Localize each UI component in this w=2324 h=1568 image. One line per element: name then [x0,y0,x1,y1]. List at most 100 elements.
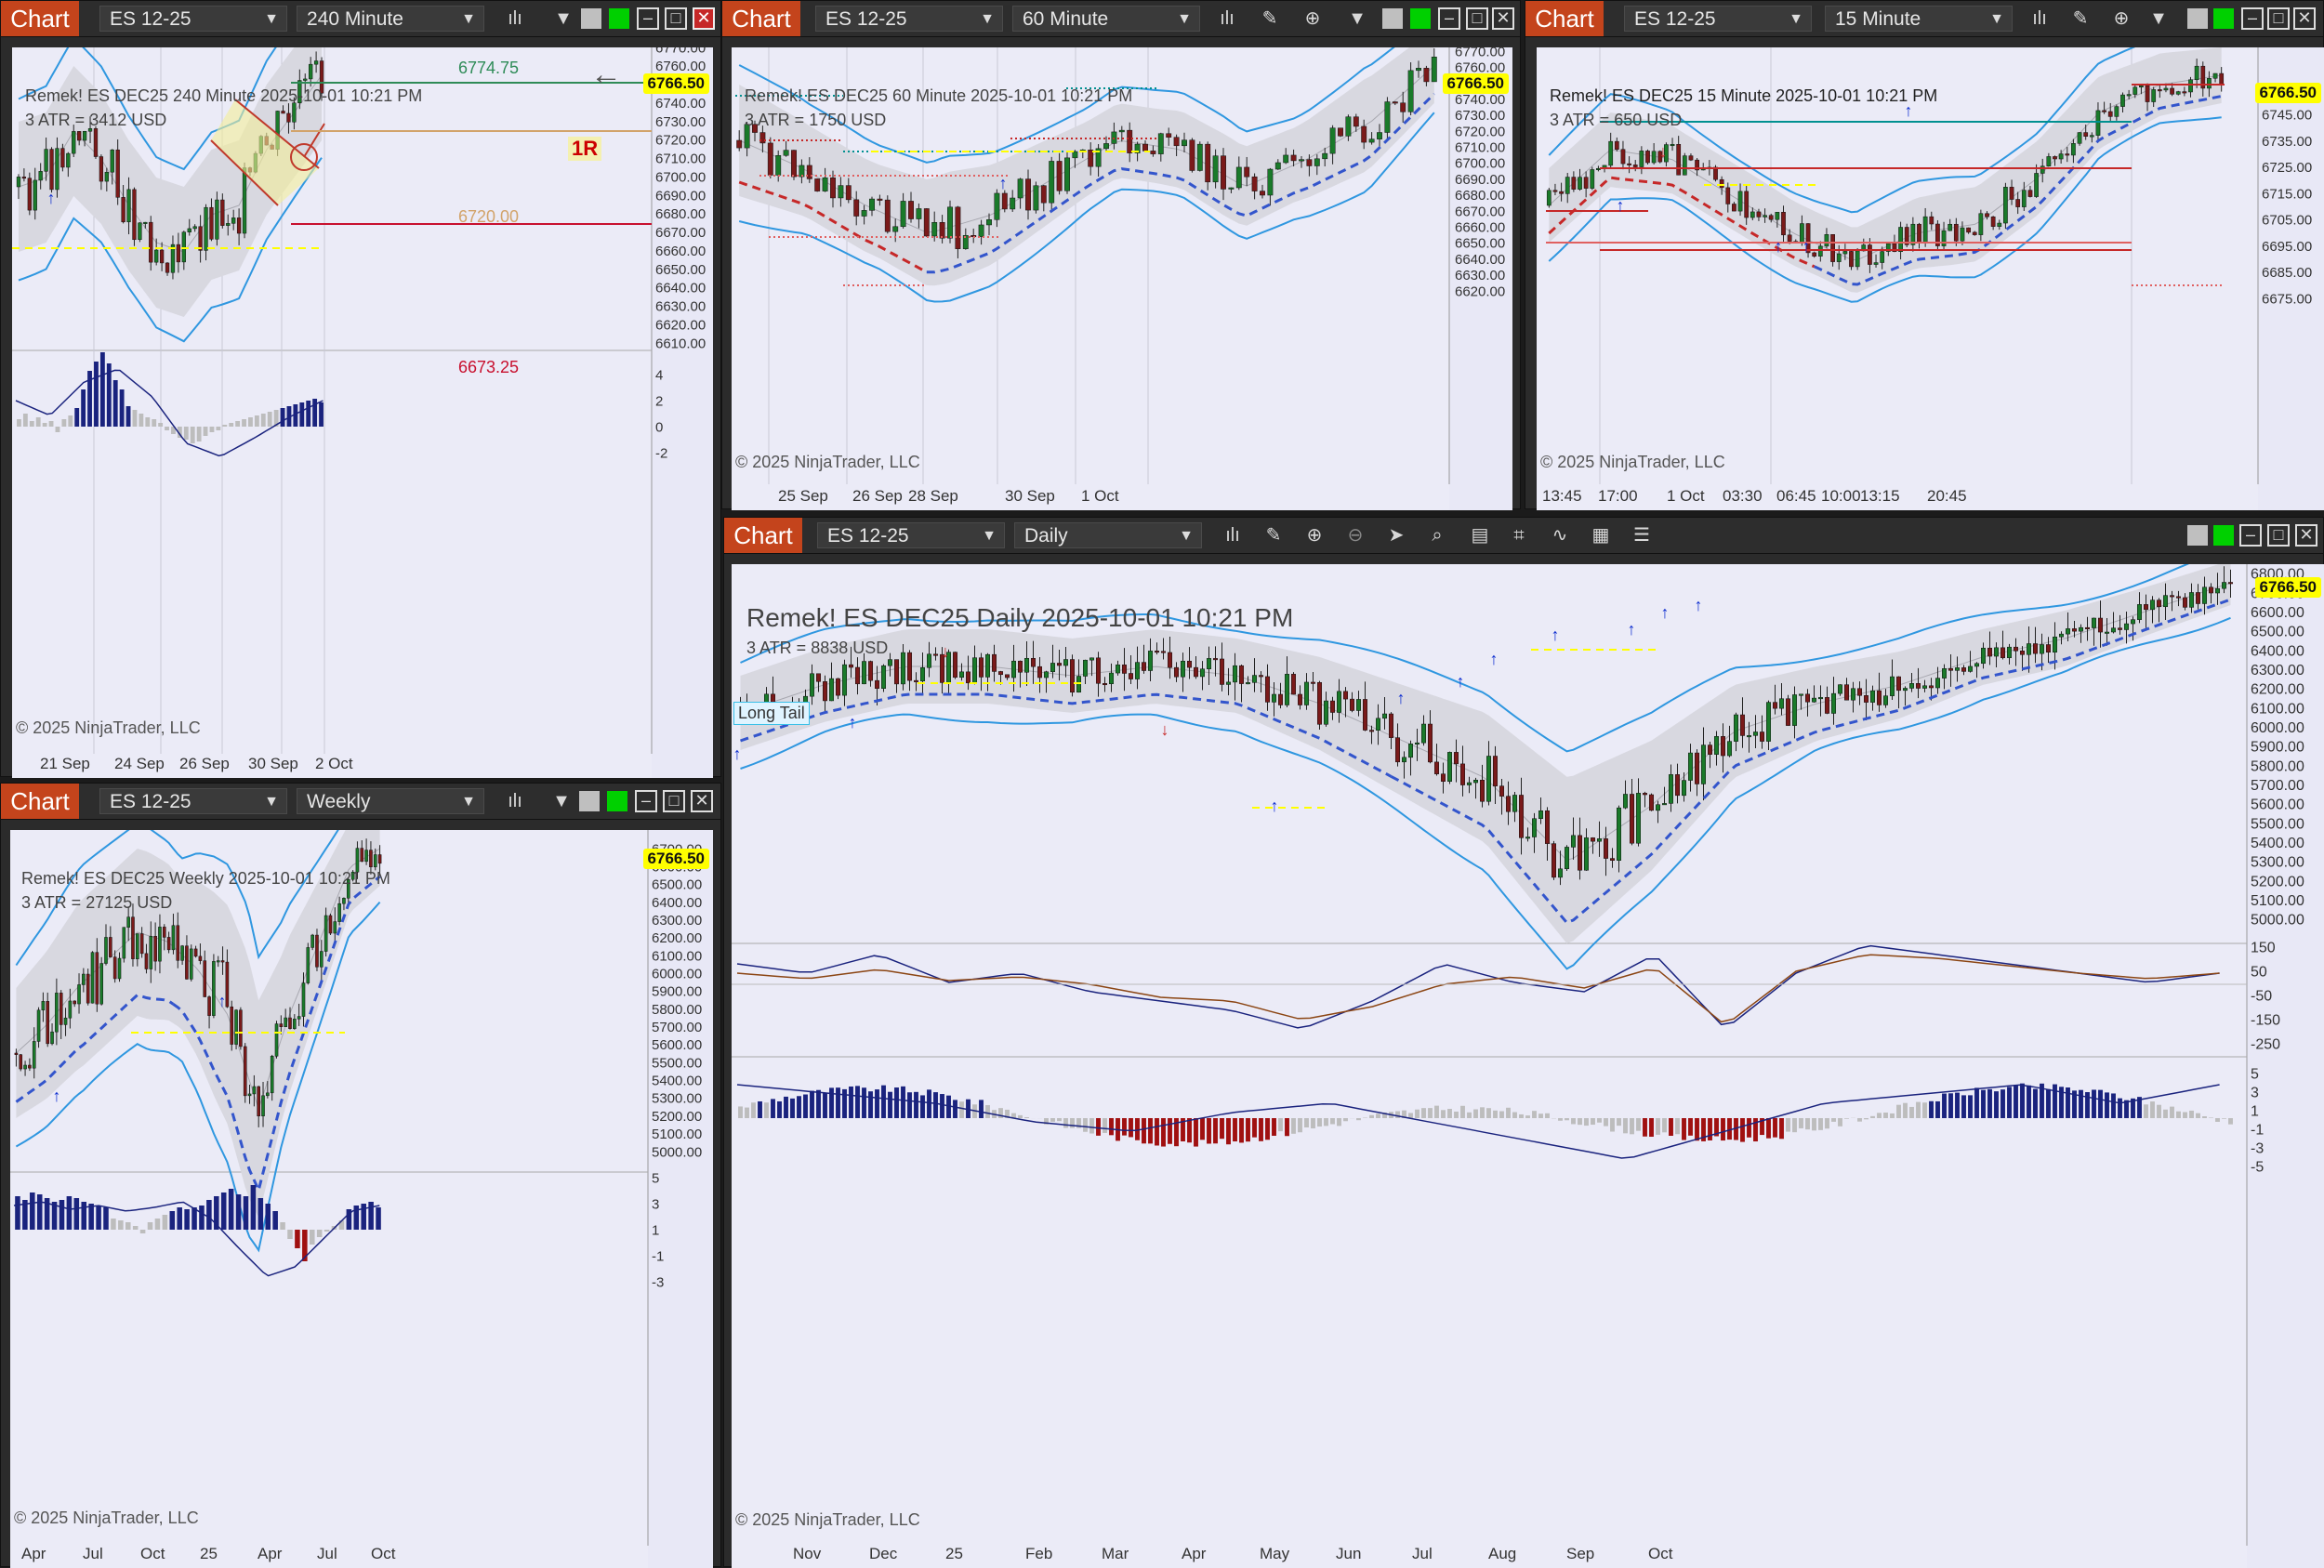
maximize-button[interactable]: □ [1466,7,1488,30]
timeframe-selector[interactable]: Daily▼ [1014,522,1202,548]
momentum-bar [1467,1113,1472,1118]
indicators-icon[interactable]: ⌗ [1507,524,1531,547]
momentum-bar [1480,1107,1485,1118]
chart-panel[interactable]: ↑↑6700.006600.006500.006400.006300.00620… [10,830,713,1568]
long-tail-button[interactable]: Long Tail [733,702,810,725]
zoom-icon[interactable]: ⊕ [1301,7,1325,30]
instrument-selector[interactable]: ES 12-25▼ [99,6,287,32]
chart-panel[interactable]: ↑6770.006760.006750.006740.006730.006720… [12,47,713,778]
candle-body [1206,144,1210,182]
minimize-button[interactable]: – [1438,7,1460,30]
link-green-button[interactable] [1410,8,1431,29]
link-gray-button[interactable] [1382,8,1403,29]
chart-menu-button[interactable]: Chart [1525,1,1604,36]
chart-panel[interactable]: ↑6770.006760.006750.006740.006730.006720… [732,47,1512,510]
candle-body [1954,224,1958,241]
close-button[interactable]: ✕ [2295,524,2317,547]
link-gray-button[interactable] [2187,8,2208,29]
candle-body [1547,191,1551,205]
candle-body [2144,604,2147,610]
close-button[interactable]: ✕ [2293,7,2316,30]
zoom-in-icon[interactable]: ⊕ [1302,524,1327,547]
timeframe-selector[interactable]: 15 Minute▼ [1825,6,2013,32]
link-green-button[interactable] [2213,525,2234,546]
momentum-bar [2020,1084,2025,1118]
chart-panel[interactable]: ↑↓↑↑↑6755.006745.006735.006725.006715.00… [1537,47,2324,510]
candle-body [1323,153,1327,159]
chart-menu-button[interactable]: Chart [1,784,79,819]
timeframe-selector[interactable]: Weekly▼ [297,788,484,814]
link-gray-button[interactable] [2187,525,2208,546]
candle-body [275,1024,278,1057]
back-arrow-icon[interactable]: ← [590,57,622,93]
timeframe-selector[interactable]: 60 Minute▼ [1012,6,1200,32]
drawing-tool-icon[interactable]: ✎ [2068,7,2093,30]
maximize-button[interactable]: □ [2267,524,2290,547]
list-icon[interactable]: ☰ [1630,524,1654,547]
link-gray-button[interactable] [581,8,601,29]
momentum-bar [1265,1118,1270,1140]
minimize-button[interactable]: – [637,7,659,30]
bar-type-icon[interactable]: ılı [1215,7,1239,30]
close-button[interactable]: ✕ [691,790,713,812]
timeframe-selector[interactable]: 240 Minute▼ [297,6,484,32]
maximize-button[interactable]: □ [2267,7,2290,30]
candle-body [985,654,989,677]
bar-type-icon[interactable]: ılı [503,7,527,30]
bar-type-icon[interactable]: ılı [1221,524,1245,547]
chart-menu-button[interactable]: Chart [724,518,802,553]
strategies-icon[interactable]: ∿ [1548,524,1572,547]
link-green-button[interactable] [2213,8,2234,29]
candle-body [869,199,874,210]
maximize-button[interactable]: □ [663,790,685,812]
price-axis-label: 5200.00 [652,1109,702,1125]
calculator-icon[interactable]: ▦ [1589,524,1613,547]
momentum-bar [1330,1118,1335,1125]
link-green-button[interactable] [609,8,629,29]
instrument-selector[interactable]: ES 12-25▼ [815,6,1003,32]
instrument-selector[interactable]: ES 12-25▼ [817,522,1005,548]
time-axis-label: Mar [1102,1545,1129,1563]
close-button[interactable]: ✕ [693,7,715,30]
candle-body [1213,156,1218,182]
candle-body [163,927,165,937]
timeframe-value: Daily [1024,525,1068,547]
chart-panel[interactable]: ↑↑↑↑↑↑↑↑↑↑↓↓6800.006700.006600.006500.00… [732,564,2324,1568]
data-box-icon[interactable]: ⌕ [1425,524,1449,547]
momentum-bar [1857,1118,1862,1122]
zoom-icon[interactable]: ⊕ [2109,7,2133,30]
minimize-button[interactable]: – [2241,7,2264,30]
candle-body [1792,694,1796,725]
candle-body [342,898,345,903]
candle-body [315,935,318,967]
last-price-tag: 6766.50 [1443,73,1509,94]
zoom-out-icon[interactable]: ⊖ [1343,524,1367,547]
minimize-button[interactable]: – [635,790,657,812]
dropdown-arrow-icon[interactable]: ▼ [1345,7,1369,30]
instrument-selector[interactable]: ES 12-25▼ [1624,6,1812,32]
close-button[interactable]: ✕ [1492,7,1514,30]
chart-menu-button[interactable]: Chart [722,1,800,36]
chart-properties-icon[interactable]: ▤ [1468,524,1492,547]
link-gray-button[interactable] [579,791,600,811]
candle-body [1738,191,1742,211]
drawing-tool-icon[interactable]: ✎ [1261,524,1286,547]
dropdown-arrow-icon[interactable]: ▼ [551,7,575,30]
candle-body [1034,186,1038,210]
link-green-button[interactable] [607,791,627,811]
bar-type-icon[interactable]: ılı [503,790,527,812]
candle-body [66,153,70,167]
dropdown-arrow-icon[interactable]: ▼ [549,790,574,812]
drawing-tool-icon[interactable]: ✎ [1258,7,1282,30]
dropdown-arrow-icon[interactable]: ▼ [2146,7,2171,30]
instrument-selector[interactable]: ES 12-25▼ [99,788,287,814]
bar-type-icon[interactable]: ılı [2027,7,2052,30]
instrument-value: ES 12-25 [110,8,191,30]
candle-body [2133,87,2137,95]
maximize-button[interactable]: □ [665,7,687,30]
minimize-button[interactable]: – [2239,524,2262,547]
pointer-icon[interactable]: ➤ [1384,524,1408,547]
candle-body [149,222,152,262]
chart-menu-button[interactable]: Chart [1,1,79,36]
momentum-bar [875,1089,879,1118]
